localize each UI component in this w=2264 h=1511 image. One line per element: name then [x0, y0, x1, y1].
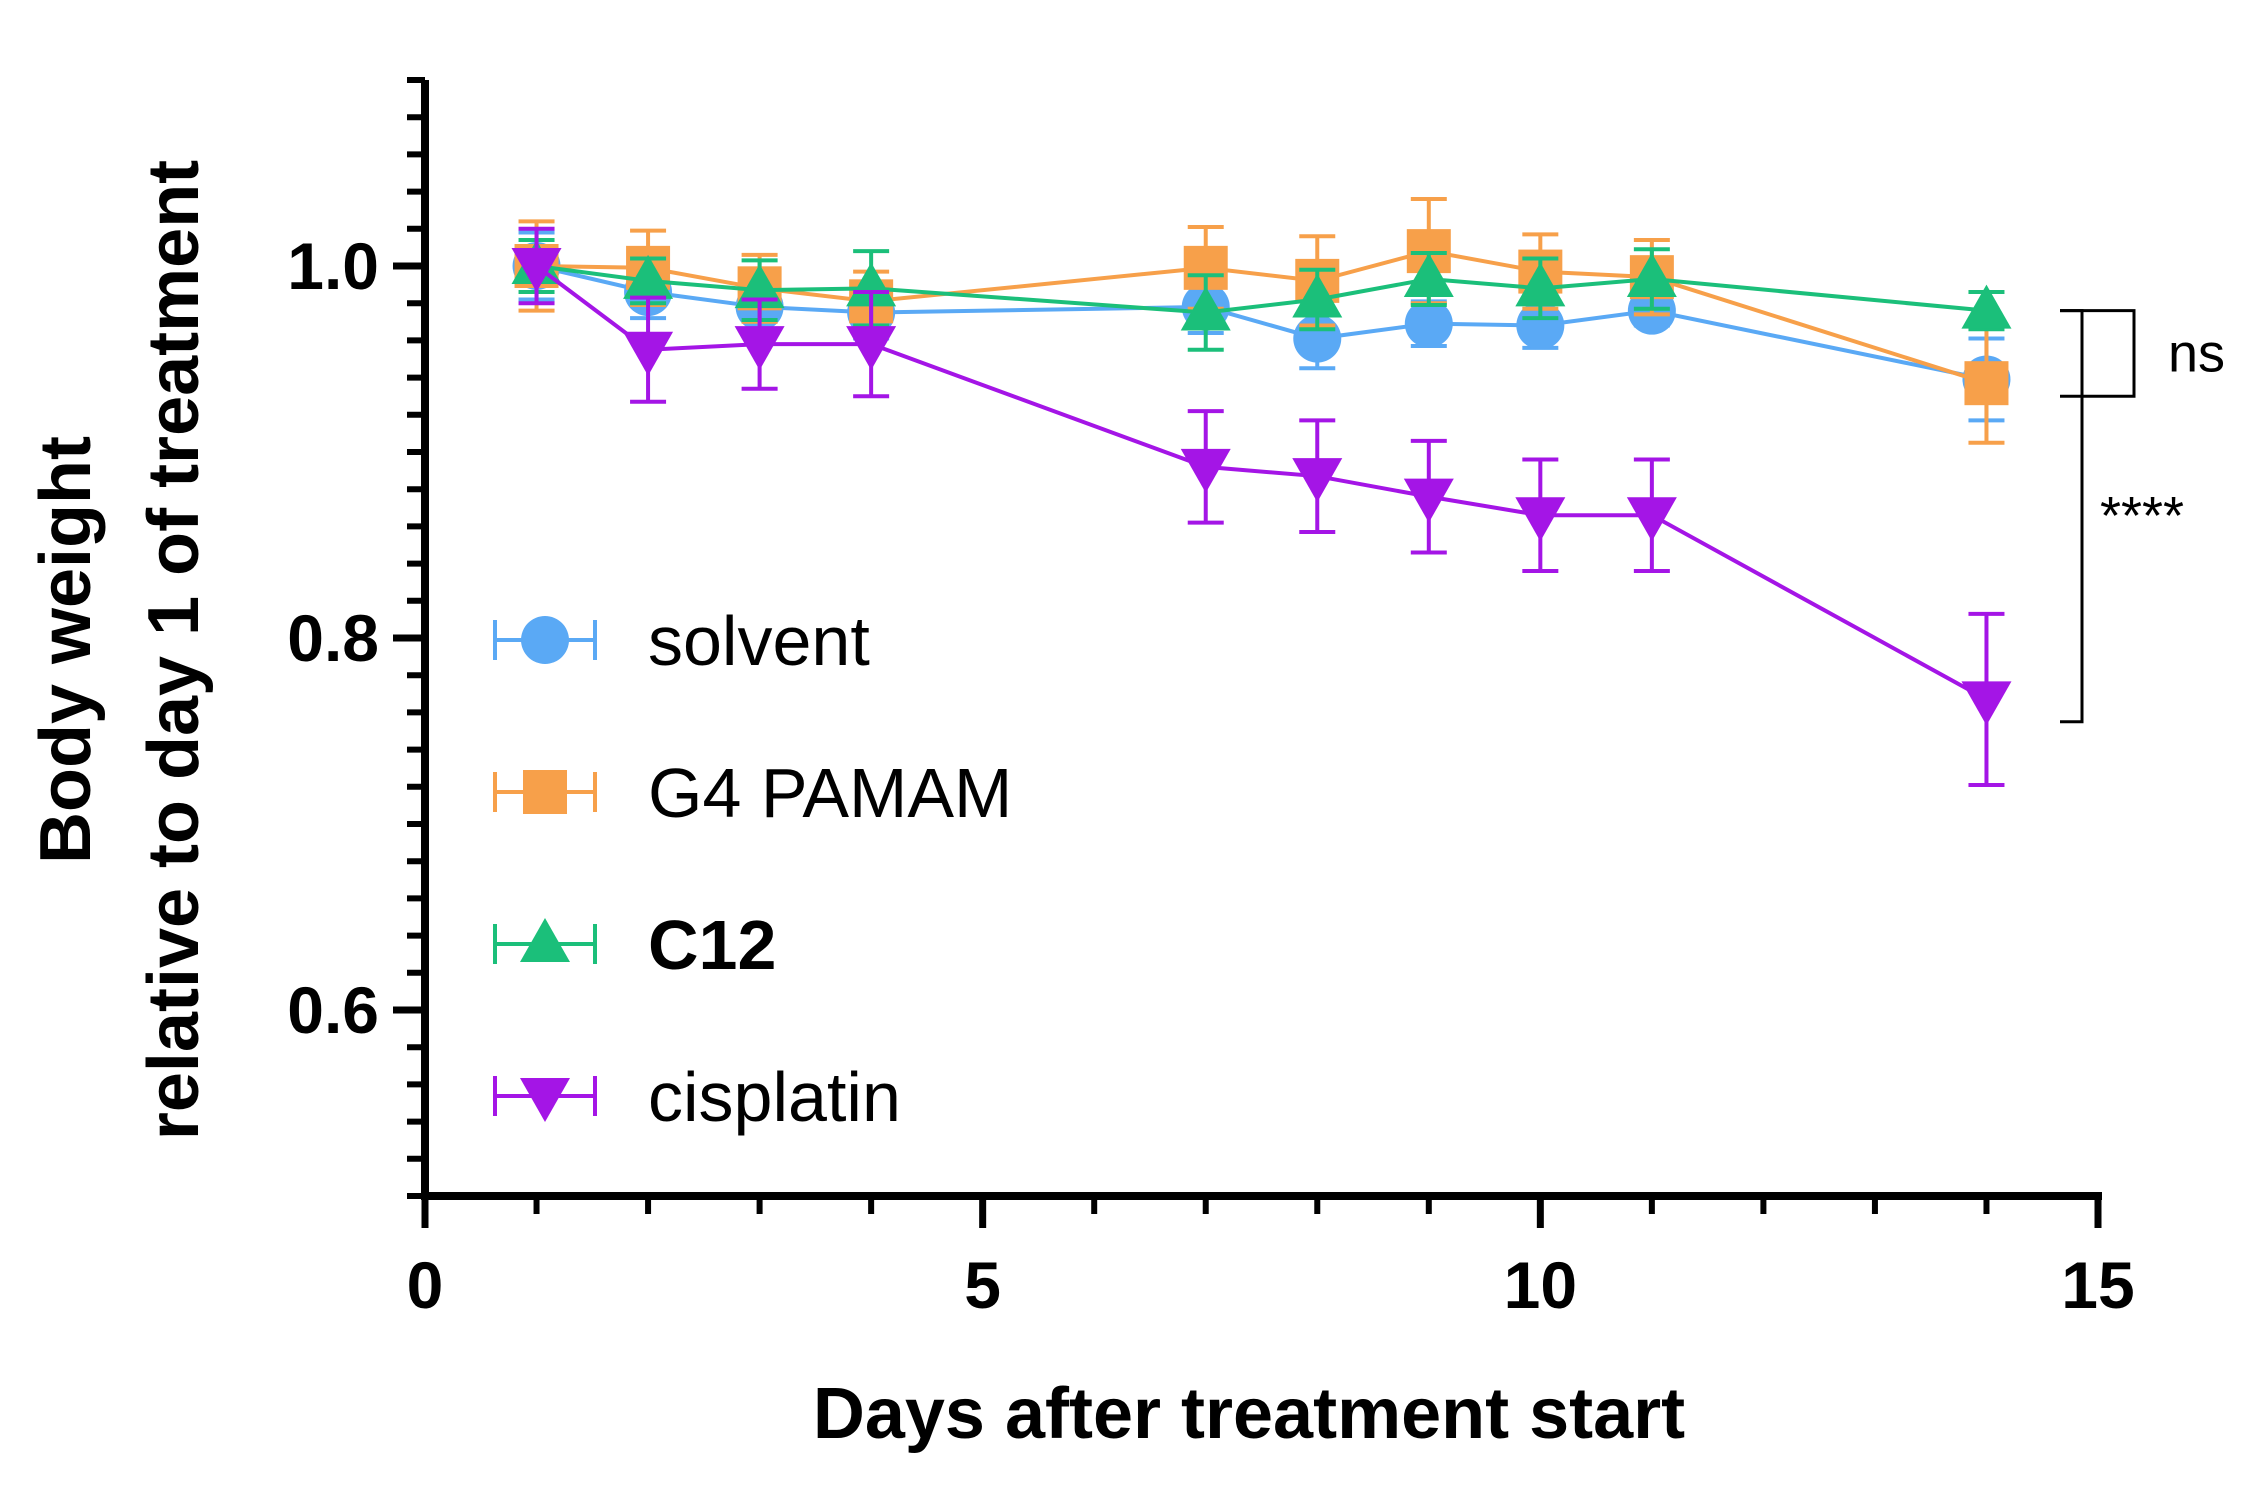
data-point	[734, 264, 785, 309]
x-tick-label: 15	[2061, 1248, 2134, 1322]
data-point	[1292, 273, 1343, 318]
data-point	[1403, 478, 1454, 523]
data-point	[1180, 448, 1231, 493]
legend-marker	[520, 1078, 570, 1122]
data-point	[623, 254, 674, 299]
legend-label: cisplatin	[648, 1058, 901, 1136]
x-tick-label: 5	[964, 1248, 1001, 1322]
legend-marker	[520, 918, 570, 962]
data-point	[1516, 301, 1565, 350]
y-axis-title-line1: Body weight	[26, 436, 106, 864]
legend-label: C12	[648, 906, 776, 984]
series-c12	[511, 237, 2012, 352]
data-point	[1292, 458, 1343, 503]
y-axis-title-line2: relative to day 1 of treatment	[134, 160, 214, 1140]
legend-marker	[521, 616, 569, 664]
legend-item: G4 PAMAM	[493, 754, 1012, 832]
significance-bracket: ****	[2060, 309, 2184, 724]
y-tick-label: 0.6	[287, 973, 379, 1047]
series-line	[536, 249, 1988, 386]
series-line	[536, 264, 1987, 382]
data-point	[511, 248, 562, 292]
data-point	[734, 326, 785, 371]
x-tick-label: 0	[407, 1248, 444, 1322]
significance-label: ****	[2100, 486, 2184, 546]
data-point	[1964, 361, 2009, 406]
bracket-line	[2060, 309, 2136, 398]
y-tick-label: 1.0	[287, 229, 379, 303]
data-point	[846, 326, 897, 371]
series-group	[511, 197, 2012, 787]
legend: solvent G4 PAMAM C12 cisplatin	[493, 602, 1012, 1136]
series-line	[536, 264, 1987, 315]
data-point	[1961, 681, 2012, 726]
axes: 0.6 0.8 1.0 0 5 10 15	[287, 77, 2135, 1322]
bracket-line	[2060, 309, 2084, 724]
legend-label: solvent	[648, 602, 870, 680]
series-cisplatin	[511, 226, 2012, 787]
data-point	[1403, 253, 1454, 298]
legend-label: G4 PAMAM	[648, 754, 1012, 832]
x-axis-title: Days after treatment start	[813, 1374, 1685, 1454]
series-line	[535, 264, 1988, 702]
legend-marker	[523, 770, 567, 814]
data-point	[846, 262, 897, 307]
data-point	[623, 331, 674, 376]
data-point	[1961, 284, 2012, 329]
legend-item: cisplatin	[493, 1058, 901, 1136]
data-point	[1404, 299, 1453, 348]
y-axis-title: Body weight relative to day 1 of treatme…	[26, 160, 214, 1140]
data-point	[1180, 286, 1231, 331]
legend-item: C12	[493, 906, 776, 984]
data-point	[1626, 253, 1677, 298]
data-point	[1515, 262, 1566, 307]
data-point	[1515, 497, 1566, 542]
significance-annotations: ns ****	[2060, 309, 2225, 724]
y-tick-label: 0.8	[287, 601, 379, 675]
data-point	[1626, 497, 1677, 542]
significance-label: ns	[2168, 323, 2225, 383]
significance-bracket: ns	[2060, 309, 2225, 398]
legend-item: solvent	[493, 602, 870, 680]
x-tick-label: 10	[1504, 1248, 1577, 1322]
